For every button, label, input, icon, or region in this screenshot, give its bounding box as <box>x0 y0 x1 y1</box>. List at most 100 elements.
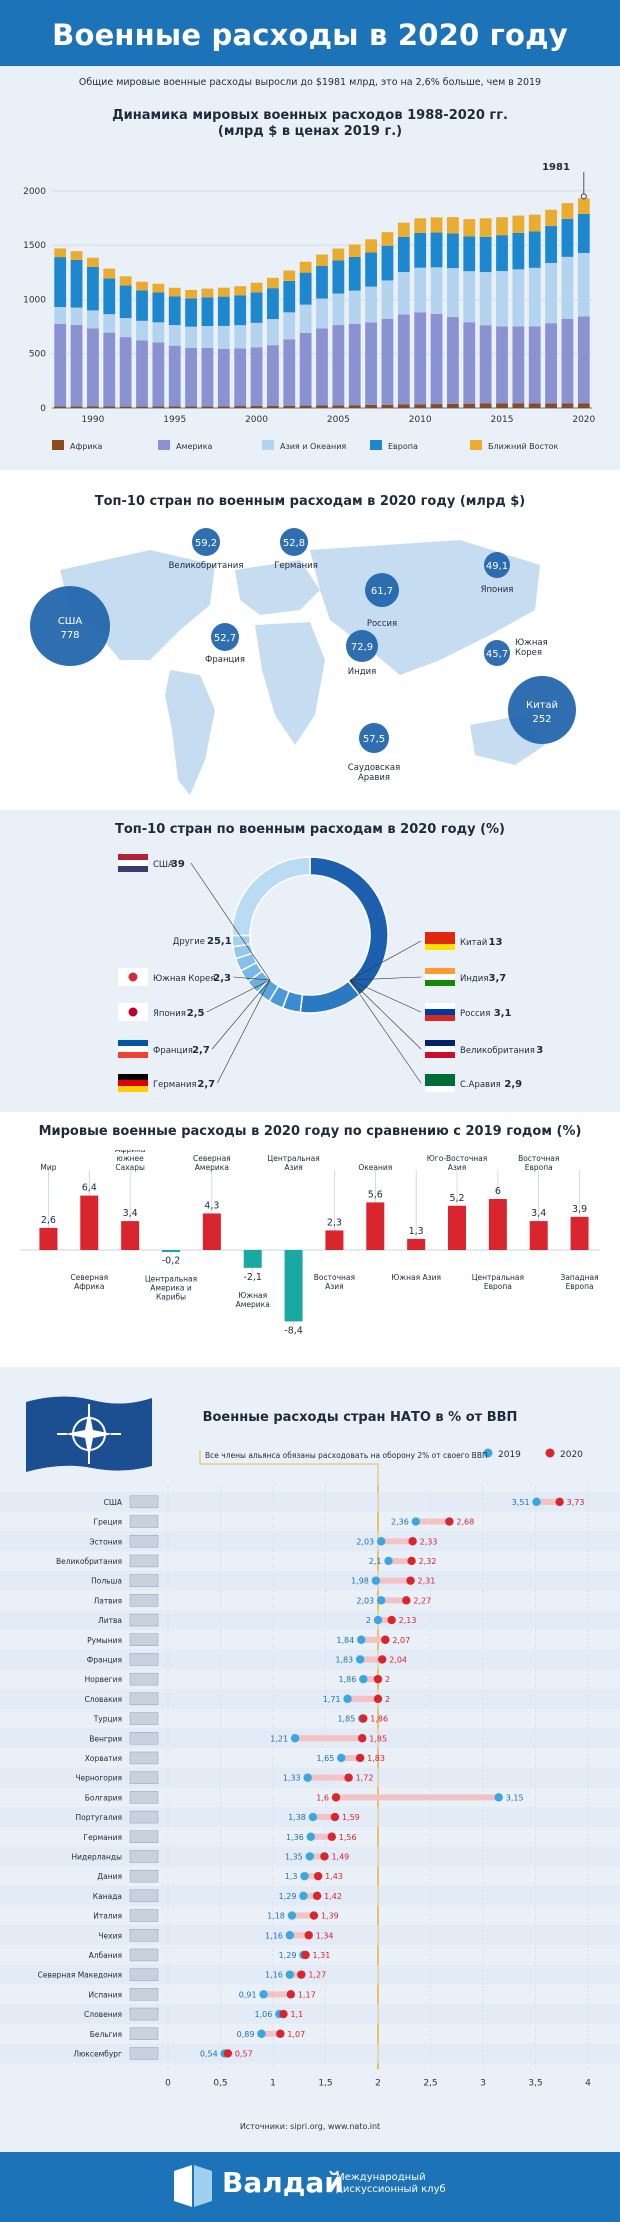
donut-value: 2,9 <box>504 1079 522 1090</box>
value-2019: 1,86 <box>338 1675 356 1684</box>
bar-segment <box>103 314 116 333</box>
dot-2019 <box>337 1753 346 1763</box>
leader-line <box>233 976 271 981</box>
change-value: 1,3 <box>409 1226 424 1237</box>
bar-segment <box>577 213 590 253</box>
nato-flag-icon <box>26 1396 152 1472</box>
dot-2019 <box>376 1596 386 1605</box>
value-2019: 3,51 <box>512 1498 530 1507</box>
dot-2019 <box>532 1497 541 1507</box>
bar-segment <box>496 217 508 236</box>
bar-segment <box>528 214 541 232</box>
bar-segment <box>234 295 247 326</box>
bar-segment <box>299 332 312 406</box>
leader-line <box>190 862 271 981</box>
bar-segment <box>283 312 296 340</box>
bubble-value: 72,9 <box>351 642 373 653</box>
x-tick-label: 4 <box>585 2078 591 2088</box>
bar-segment <box>234 406 247 408</box>
bubble <box>484 552 510 578</box>
flag-icon <box>118 1052 148 1058</box>
bar-segment <box>332 293 345 326</box>
page-subtitle: Общие мировые военные расходы выросли до… <box>78 77 542 88</box>
donut-value: 2,3 <box>213 973 231 984</box>
dot-2019 <box>300 1871 309 1881</box>
annotation-label: 1981 <box>542 162 570 173</box>
value-2020: 1,85 <box>369 1734 387 1743</box>
donut-label: Индия <box>460 974 488 984</box>
dot-2019 <box>494 1793 503 1802</box>
bubble-value: 778 <box>60 630 79 641</box>
dot-2019 <box>306 1832 315 1841</box>
value-2020: 1,49 <box>331 1852 349 1861</box>
page-title: Военные расходы в 2020 году <box>52 18 568 52</box>
value-2019: 1,16 <box>265 1971 283 1980</box>
change-bar <box>570 1216 589 1250</box>
donut-value: 3,7 <box>489 973 507 984</box>
bar-segment <box>545 226 557 263</box>
region-label: Сахары <box>115 1163 145 1172</box>
bar-segment <box>87 406 99 408</box>
value-2019: 1,18 <box>267 1912 285 1921</box>
bar-segment <box>577 403 590 408</box>
value-2019: 2,03 <box>356 1596 374 1605</box>
bar-segment <box>577 198 590 214</box>
donut-value: 25,1 <box>207 936 232 947</box>
flag-icon <box>118 860 148 866</box>
bubble-country: США <box>58 616 83 627</box>
change-value: 6 <box>495 1186 501 1197</box>
dot-2019 <box>257 2029 266 2038</box>
bar-segment <box>267 405 279 408</box>
bubble-value: 52,8 <box>283 538 305 549</box>
country-flag-icon <box>129 1692 159 1706</box>
value-2019: 0,54 <box>200 2049 218 2058</box>
bar-segment <box>201 406 214 408</box>
bar-segment <box>87 257 99 267</box>
value-2020: 1,86 <box>370 1715 388 1724</box>
country-flag-icon <box>129 1830 159 1843</box>
change-bar <box>162 1250 180 1252</box>
bar-segment <box>381 404 394 408</box>
bar-segment <box>463 403 476 408</box>
bar-segment <box>348 323 361 406</box>
bar-segment <box>397 272 410 315</box>
bar-segment <box>561 318 574 404</box>
region-label: Южная Азия <box>391 1273 441 1282</box>
bar-segment <box>250 282 263 293</box>
country-flag-icon <box>129 1495 159 1509</box>
bar-segment <box>103 332 116 407</box>
dot-2019 <box>290 1734 300 1743</box>
dot-2020 <box>276 2029 285 2038</box>
dot-2020 <box>408 1537 417 1546</box>
region-label: Азия <box>284 1163 303 1172</box>
bar-segment <box>561 218 574 257</box>
flag-icon <box>425 974 455 980</box>
legend-swatch <box>52 440 64 450</box>
dot-2020 <box>358 1734 367 1743</box>
leader-line <box>349 979 422 1013</box>
bubble <box>192 528 220 556</box>
bar-segment <box>54 257 67 308</box>
bar-segment <box>414 312 427 405</box>
bubble <box>280 528 308 556</box>
dot-2020 <box>373 1694 383 1704</box>
bar-segment <box>430 217 443 233</box>
bar-segment <box>87 310 99 329</box>
bar-segment <box>316 265 328 299</box>
flag-icon <box>128 972 138 982</box>
dot-2020 <box>320 1852 329 1861</box>
country-flag-icon <box>129 1613 159 1627</box>
bar-segment <box>545 403 557 408</box>
bar-segment <box>201 326 214 348</box>
dot-2019 <box>259 1990 268 1999</box>
donut-label: Другие <box>173 937 205 947</box>
donut-label: С.Аравия <box>460 1080 501 1090</box>
bubble-value: 59,2 <box>195 538 217 549</box>
flag-icon <box>425 1086 455 1092</box>
dot-2019 <box>303 1773 312 1782</box>
legend-dot-2019 <box>483 1448 493 1458</box>
legend-label: Америка <box>176 442 213 451</box>
value-2020: 1,17 <box>298 1990 316 1999</box>
bar-segment <box>267 277 279 289</box>
bar-segment <box>447 317 459 404</box>
